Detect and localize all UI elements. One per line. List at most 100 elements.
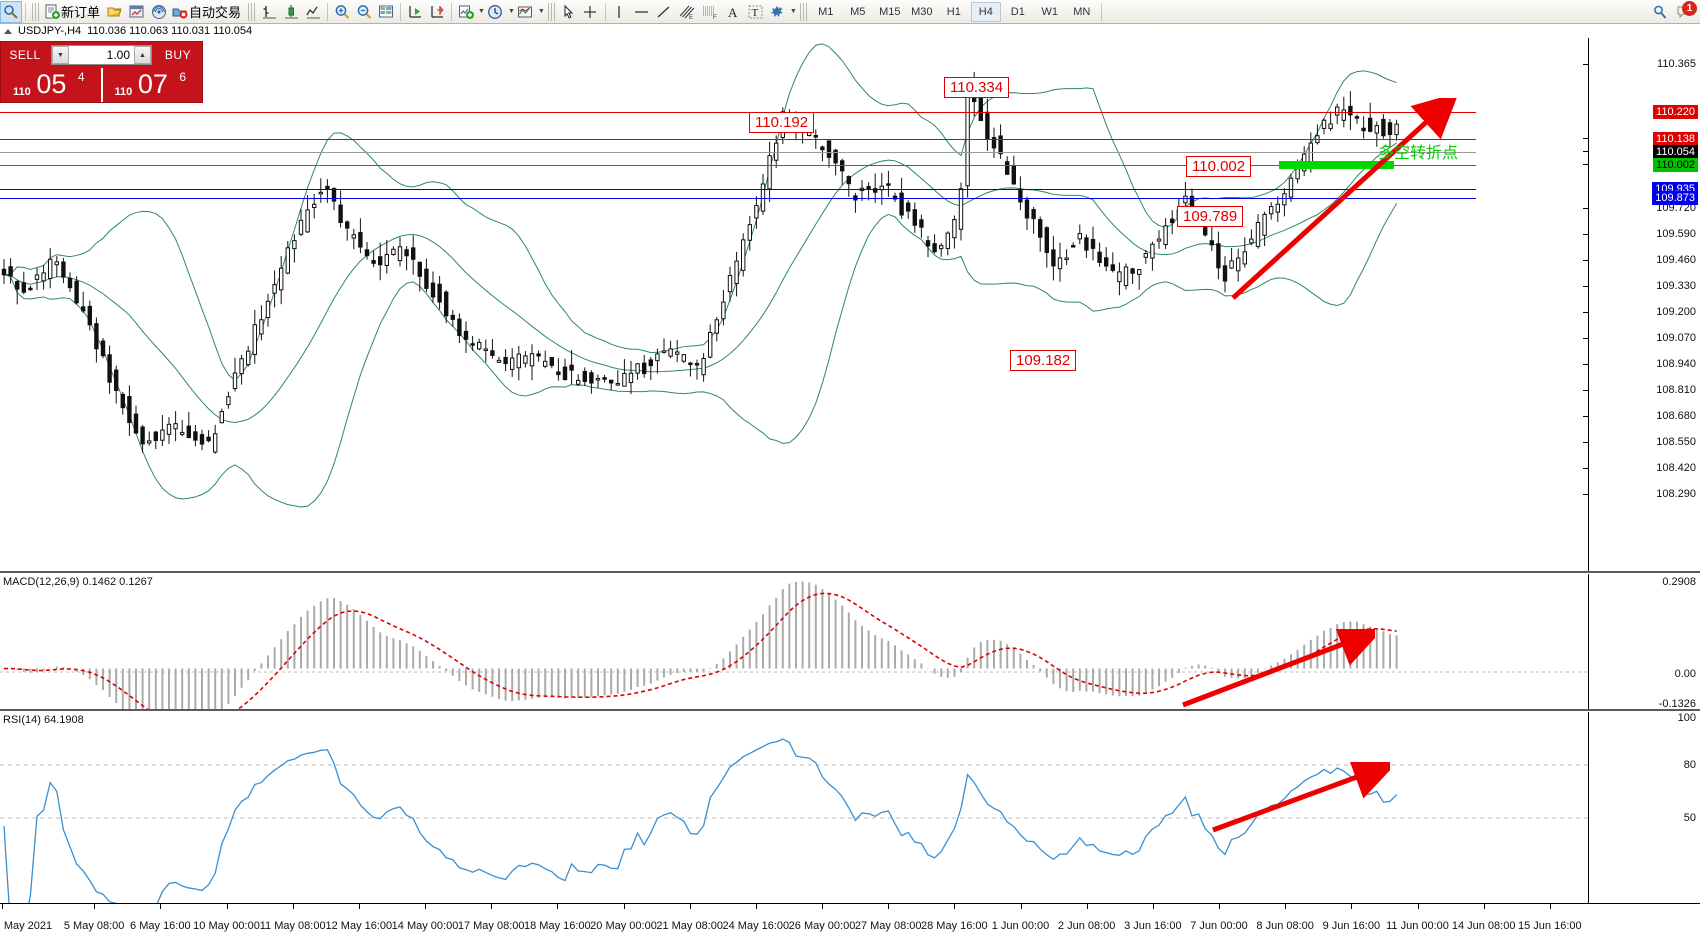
timeframe-d1[interactable]: D1 bbox=[1010, 5, 1025, 18]
chart-shift-icon[interactable] bbox=[426, 1, 448, 23]
time-tick bbox=[1483, 904, 1485, 909]
auto-scroll-icon[interactable] bbox=[404, 1, 426, 23]
equidistant-channel-icon[interactable]: E bbox=[675, 1, 699, 23]
autotrading-button[interactable]: 自动交易 bbox=[170, 1, 245, 23]
timeframe-m1[interactable]: M1 bbox=[818, 5, 834, 18]
indicators-dropdown-caret[interactable]: ▼ bbox=[478, 8, 485, 15]
macd-plot[interactable] bbox=[0, 574, 1588, 710]
folder-icon[interactable] bbox=[104, 1, 126, 23]
toolbar-right-tools: 1 bbox=[1652, 0, 1697, 20]
time-tick-label: 15 Jun 16:00 bbox=[1518, 920, 1582, 932]
price-tick-label: 108.550 bbox=[1656, 436, 1696, 448]
price-axis[interactable] bbox=[1588, 38, 1700, 572]
zoom-in-icon[interactable] bbox=[331, 1, 353, 23]
market-watch-icon[interactable] bbox=[126, 1, 148, 23]
shapes-dropdown-caret[interactable]: ▼ bbox=[789, 8, 797, 15]
rsi-up-arrow[interactable] bbox=[1205, 762, 1390, 842]
toolbar-grip[interactable] bbox=[32, 2, 39, 21]
trendline-icon[interactable] bbox=[653, 1, 675, 23]
time-tick bbox=[755, 904, 757, 909]
macd-up-arrow[interactable] bbox=[1175, 629, 1375, 710]
timeframe-h4[interactable]: H4 bbox=[970, 1, 1001, 22]
toolbar-grip-4[interactable] bbox=[799, 2, 807, 21]
timeframe-h1[interactable]: H1 bbox=[946, 5, 961, 18]
time-tick-label: 24 May 16:00 bbox=[722, 920, 790, 932]
templates-dropdown-caret[interactable]: ▼ bbox=[537, 8, 545, 15]
rsi-pane[interactable]: RSI(14) 64.1908 bbox=[0, 712, 1700, 941]
callout-109-789[interactable]: 109.789 bbox=[1177, 206, 1244, 227]
price-tick-label: 109.590 bbox=[1656, 228, 1696, 240]
search-icon[interactable] bbox=[1652, 4, 1668, 20]
crosshair-icon[interactable] bbox=[580, 1, 602, 23]
callout-110-002[interactable]: 110.002 bbox=[1186, 156, 1252, 177]
callout-110-192[interactable]: 110.192 bbox=[749, 112, 815, 133]
line-chart-icon[interactable] bbox=[302, 1, 324, 23]
templates-icon[interactable] bbox=[515, 1, 537, 23]
callout-110-334[interactable]: 110.334 bbox=[944, 77, 1010, 98]
price-up-arrow[interactable] bbox=[1215, 98, 1465, 318]
volume-decrease-icon[interactable]: ▼ bbox=[52, 46, 69, 64]
macd-axis[interactable] bbox=[1588, 574, 1700, 710]
toolbar-grip-3[interactable] bbox=[547, 2, 555, 21]
collapse-triangle-icon[interactable] bbox=[4, 28, 12, 34]
callout-109-182[interactable]: 109.182 bbox=[1010, 350, 1077, 371]
rsi-tick-label: 80 bbox=[1683, 759, 1696, 771]
timeframe-m5[interactable]: M5 bbox=[850, 5, 866, 18]
timeframe-m30[interactable]: M30 bbox=[911, 5, 933, 18]
time-tick-label: 8 Jun 08:00 bbox=[1256, 920, 1314, 932]
resistance-line-110138[interactable] bbox=[0, 139, 1476, 140]
volume-stepper[interactable]: ▼ 1.00 ▲ bbox=[51, 45, 152, 65]
horizontal-line-icon[interactable] bbox=[631, 1, 653, 23]
sell-price[interactable]: 110 05 4 bbox=[1, 68, 103, 102]
support-line-109873[interactable] bbox=[0, 198, 1476, 199]
zoom-out-icon[interactable] bbox=[353, 1, 375, 23]
chinese-annotation: 多空转折点 bbox=[1378, 143, 1459, 162]
notification-icon[interactable]: 1 bbox=[1676, 0, 1697, 20]
time-tick-label: 26 May 00:00 bbox=[788, 920, 856, 932]
text-box-icon[interactable]: T bbox=[745, 1, 767, 23]
macd-tick-label: -0.1326 bbox=[1658, 698, 1696, 710]
text-label-icon[interactable]: A bbox=[723, 1, 745, 23]
periods-icon[interactable] bbox=[485, 1, 507, 23]
price-tick-label: 108.290 bbox=[1656, 488, 1696, 500]
macd-pane[interactable]: MACD(12,26,9) 0.1462 0.1267 bbox=[0, 574, 1700, 710]
new-order-button[interactable]: 新订单 bbox=[42, 1, 104, 23]
price-tag-109-873: 109.873 bbox=[1652, 191, 1698, 205]
toolbar-grip-2[interactable] bbox=[248, 2, 256, 21]
time-tick-label: 1 Jun 00:00 bbox=[991, 920, 1050, 932]
timeframe-m15[interactable]: M15 bbox=[879, 5, 901, 18]
pane-divider-2[interactable] bbox=[0, 709, 1700, 711]
vertical-line-icon[interactable] bbox=[609, 1, 631, 23]
grid-icon[interactable] bbox=[375, 1, 397, 23]
time-axis[interactable]: May 2021 5 May 08:00 6 May 16:00 10 May 00:… bbox=[0, 903, 1700, 941]
fibonacci-icon[interactable]: F bbox=[699, 1, 723, 23]
support-line-110002[interactable] bbox=[0, 165, 1476, 166]
green-support-band[interactable] bbox=[1279, 161, 1394, 169]
volume-increase-icon[interactable]: ▲ bbox=[134, 46, 151, 64]
volume-value[interactable]: 1.00 bbox=[106, 48, 130, 62]
rsi-axis[interactable] bbox=[1588, 712, 1700, 941]
support-line-109935[interactable] bbox=[0, 189, 1476, 190]
indicators-icon[interactable] bbox=[455, 1, 477, 23]
shapes-icon[interactable] bbox=[767, 1, 789, 23]
buy-button[interactable]: BUY bbox=[164, 48, 192, 62]
chart-area[interactable]: MACD(12,26,9) 0.1462 0.1267 RSI(14) 64.1… bbox=[0, 38, 1700, 941]
signal-icon[interactable] bbox=[148, 1, 170, 23]
sell-button[interactable]: SELL bbox=[9, 48, 41, 62]
macd-label: MACD(12,26,9) 0.1462 0.1267 bbox=[3, 576, 153, 588]
rsi-tick-label: 50 bbox=[1683, 812, 1696, 824]
pane-divider-1[interactable] bbox=[0, 571, 1700, 573]
current-price-line bbox=[0, 152, 1476, 153]
time-tick bbox=[1020, 904, 1022, 909]
timeframe-mn[interactable]: MN bbox=[1073, 5, 1091, 18]
price-pane[interactable] bbox=[0, 38, 1700, 572]
buy-price[interactable]: 110 07 6 bbox=[103, 68, 203, 102]
time-tick bbox=[2, 904, 3, 909]
resistance-line-110220[interactable] bbox=[0, 112, 1476, 113]
candlestick-chart-icon[interactable] bbox=[280, 1, 302, 23]
periods-dropdown-caret[interactable]: ▼ bbox=[507, 8, 515, 15]
timeframe-w1[interactable]: W1 bbox=[1041, 5, 1059, 18]
zoom-tool-icon[interactable] bbox=[0, 0, 22, 23]
cursor-icon[interactable] bbox=[558, 1, 580, 23]
bar-chart-icon[interactable] bbox=[258, 1, 280, 23]
